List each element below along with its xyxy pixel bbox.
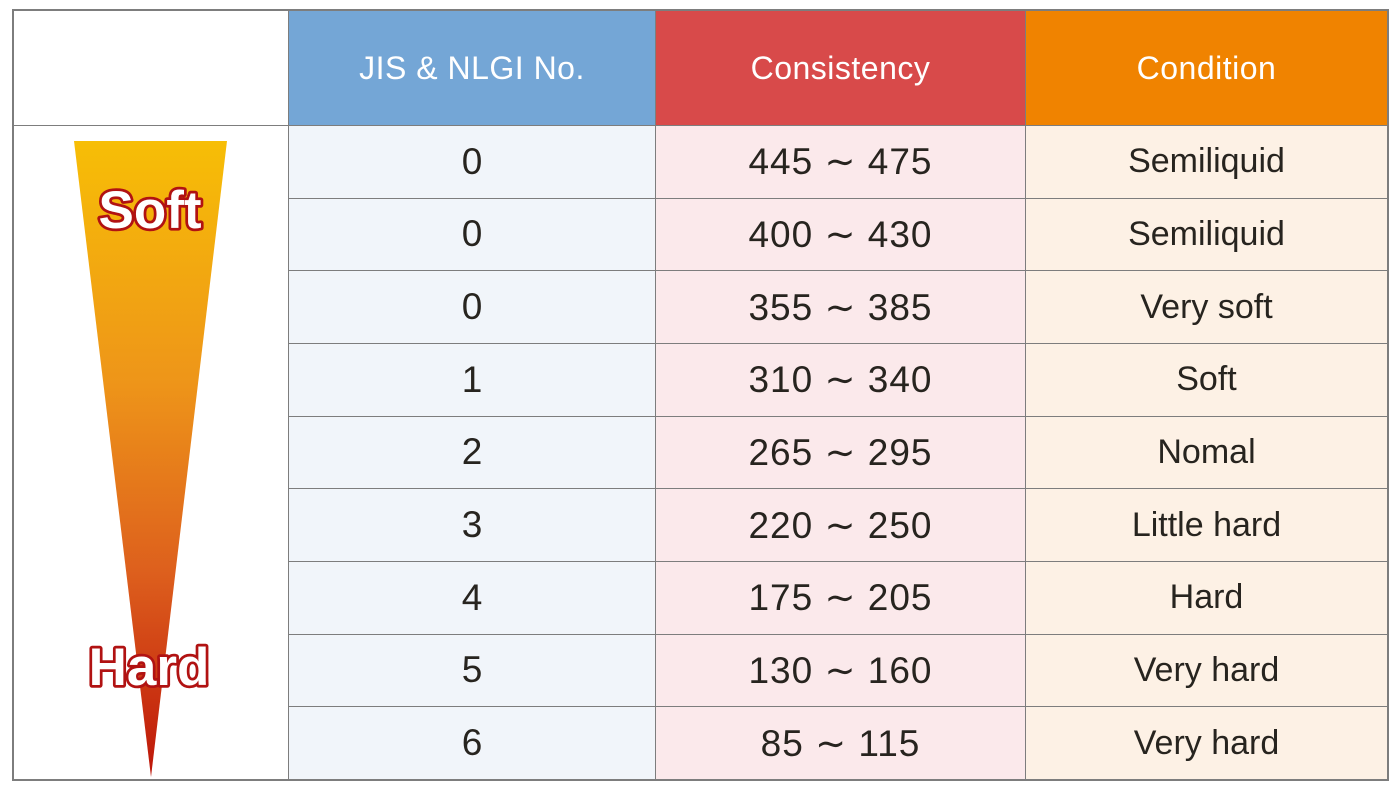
header-jis-nlgi-no: JIS & NLGI No. xyxy=(289,11,655,125)
condition-cell: Nomal xyxy=(1026,416,1387,489)
header-empty-cell xyxy=(14,11,288,125)
condition-cell: Semiliquid xyxy=(1026,198,1387,271)
consistency-cell: 85 ∼ 115 xyxy=(656,707,1025,779)
consistency-cell: 265 ∼ 295 xyxy=(656,416,1025,489)
softness-funnel: Soft Hard xyxy=(14,126,288,779)
consistency-cell: 445 ∼ 475 xyxy=(656,126,1025,198)
consistency-cell: 220 ∼ 250 xyxy=(656,489,1025,561)
condition-cell: Little hard xyxy=(1026,489,1387,561)
soft-label: Soft xyxy=(98,181,201,240)
consistency-cell: 310 ∼ 340 xyxy=(656,343,1025,416)
condition-cell: Semiliquid xyxy=(1026,126,1387,198)
nlgi-number-cell: 0 xyxy=(289,198,655,271)
nlgi-number-cell: 5 xyxy=(289,634,655,707)
condition-cell: Soft xyxy=(1026,343,1387,416)
consistency-cell: 355 ∼ 385 xyxy=(656,271,1025,343)
nlgi-number-cell: 0 xyxy=(289,271,655,343)
condition-cell: Hard xyxy=(1026,561,1387,634)
condition-cell: Very hard xyxy=(1026,707,1387,779)
nlgi-number-cell: 0 xyxy=(289,126,655,198)
nlgi-number-cell: 2 xyxy=(289,416,655,489)
consistency-cell: 175 ∼ 205 xyxy=(656,561,1025,634)
funnel-gradient-shape xyxy=(74,140,227,777)
nlgi-number-cell: 6 xyxy=(289,707,655,779)
funnel-graphic: Soft Hard xyxy=(74,140,227,777)
consistency-cell: 130 ∼ 160 xyxy=(656,634,1025,707)
condition-cell: Very hard xyxy=(1026,634,1387,707)
nlgi-number-cell: 3 xyxy=(289,489,655,561)
consistency-cell: 400 ∼ 430 xyxy=(656,198,1025,271)
header-consistency: Consistency xyxy=(656,11,1025,125)
header-condition: Condition xyxy=(1026,11,1387,125)
hard-label: Hard xyxy=(89,638,210,697)
nlgi-number-cell: 1 xyxy=(289,343,655,416)
condition-cell: Very soft xyxy=(1026,271,1387,343)
nlgi-number-cell: 4 xyxy=(289,561,655,634)
table: JIS & NLGI No. Consistency Condition Sof… xyxy=(12,9,1389,781)
